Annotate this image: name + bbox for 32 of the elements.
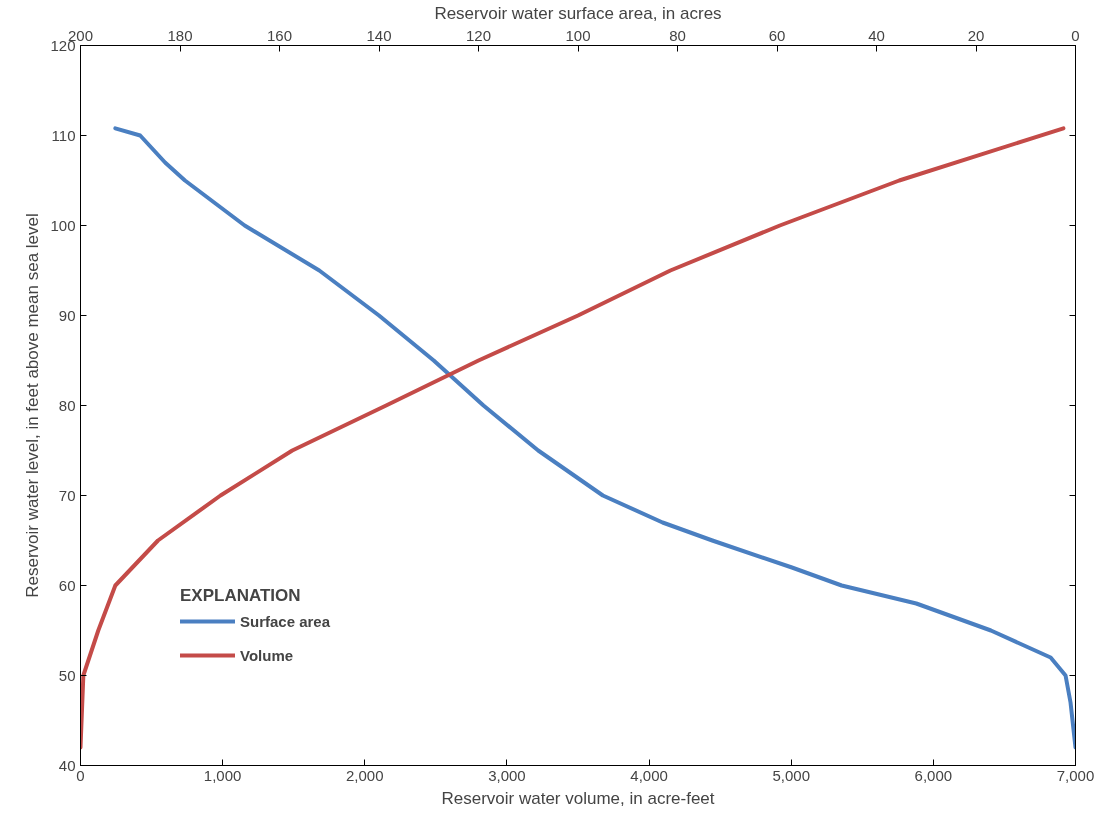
legend-label: Volume [240, 646, 294, 664]
x2-tick-label: 60 [768, 26, 786, 44]
y-tick-label: 80 [58, 396, 76, 414]
x-axis-title: Reservoir water volume, in acre-feet [441, 788, 715, 808]
x-tick-label: 5,000 [772, 766, 810, 784]
x2-tick-label: 120 [465, 26, 492, 44]
x2-tick-label: 160 [266, 26, 293, 44]
x2-tick-label: 40 [868, 26, 885, 44]
y-tick-label: 50 [58, 666, 76, 684]
x-tick-label: 3,000 [488, 766, 526, 784]
x-tick-label: 0 [76, 766, 85, 784]
legend-label: Surface area [240, 612, 331, 630]
y-tick-label: 60 [58, 576, 76, 594]
x2-axis-title: Reservoir water surface area, in acres [434, 3, 722, 23]
legend-title: EXPLANATION [180, 586, 302, 606]
y-tick-label: 40 [58, 756, 76, 774]
x2-tick-label: 180 [167, 26, 193, 44]
x2-tick-label: 80 [669, 26, 686, 44]
x-tick-label: 6,000 [914, 766, 953, 784]
x2-tick-label: 100 [565, 26, 591, 44]
x-tick-label: 7,000 [1056, 766, 1095, 784]
x-tick-label: 2,000 [346, 766, 384, 784]
x2-tick-label: 0 [1071, 26, 1080, 44]
x2-tick-label: 140 [366, 26, 392, 44]
y-tick-label: 100 [50, 216, 76, 234]
y-tick-label: 70 [58, 486, 76, 504]
x2-tick-label: 20 [967, 26, 985, 44]
y-tick-label: 110 [51, 126, 76, 144]
y-axis-title: Reservoir water level, in feet above mean sea level [23, 213, 43, 598]
x-tick-label: 4,000 [630, 766, 668, 784]
y-tick-label: 90 [58, 306, 76, 324]
x-tick-label: 1,000 [203, 766, 242, 784]
